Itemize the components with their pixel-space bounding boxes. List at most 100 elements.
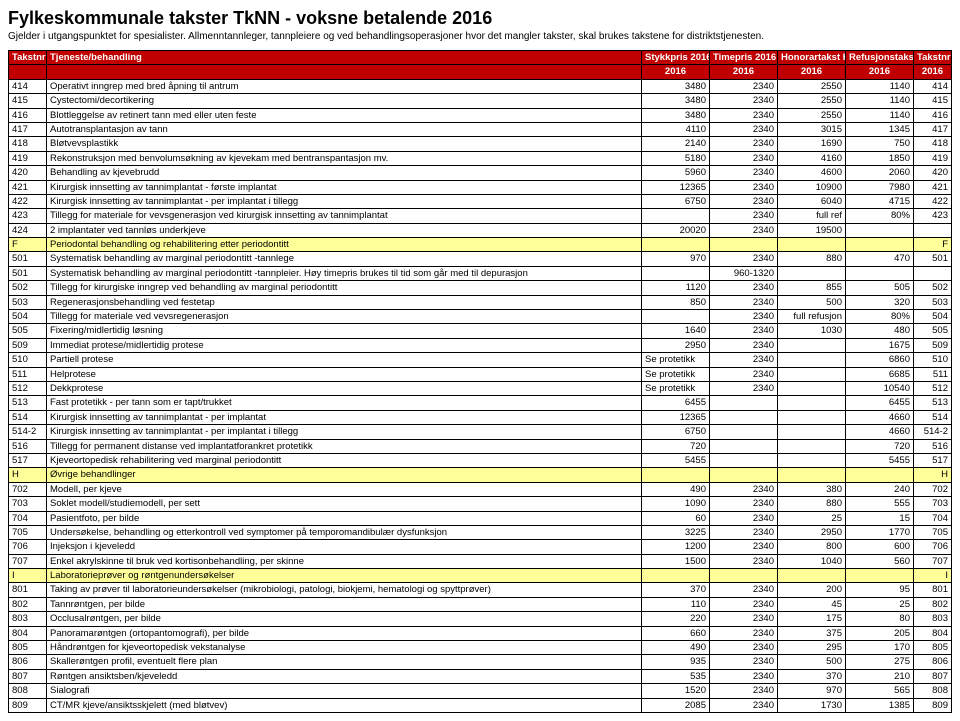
th-takstnr: Takstnr: [9, 51, 47, 65]
table-row: 809CT/MR kjeve/ansiktsskjelett (med bløt…: [9, 698, 952, 712]
cell-desc: Håndrøntgen for kjeveortopedisk vekstana…: [47, 641, 642, 655]
cell-value: 422: [914, 194, 952, 208]
cell-desc: Kjeveortopedisk rehabilitering ved margi…: [47, 453, 642, 467]
cell-value: [642, 238, 710, 252]
cell-value: 2340: [710, 482, 778, 496]
cell-value: 2340: [710, 641, 778, 655]
cell-value: 806: [914, 655, 952, 669]
cell-value: 1120: [642, 281, 710, 295]
cell-value: 512: [914, 381, 952, 395]
cell-takstnr: 419: [9, 151, 47, 165]
cell-desc: Behandling av kjevebrudd: [47, 166, 642, 180]
cell-takstnr: 415: [9, 94, 47, 108]
table-row: 514-2Kirurgisk innsetting av tannimplant…: [9, 425, 952, 439]
cell-desc: Laboratorieprøver og røntgenundersøkelse…: [47, 569, 642, 583]
cell-value: 2085: [642, 698, 710, 712]
cell-takstnr: F: [9, 238, 47, 252]
cell-value: 750: [846, 137, 914, 151]
cell-value: 2340: [710, 295, 778, 309]
cell-value: 2340: [710, 180, 778, 194]
cell-value: 2340: [710, 166, 778, 180]
table-row: 706Injeksjon i kjeveledd1200234080060070…: [9, 540, 952, 554]
table-row: 415Cystectomi/decortikering3480234025501…: [9, 94, 952, 108]
cell-value: 2340: [710, 597, 778, 611]
cell-desc: Soklet modell/studiemodell, per sett: [47, 497, 642, 511]
cell-value: 720: [642, 439, 710, 453]
cell-value: 12365: [642, 410, 710, 424]
cell-value: 960-1320: [710, 266, 778, 280]
cell-value: full refusjon: [778, 310, 846, 324]
cell-value: 2340: [710, 540, 778, 554]
cell-desc: Tannrøntgen, per bilde: [47, 597, 642, 611]
cell-desc: Immediat protese/midlertidig protese: [47, 338, 642, 352]
cell-desc: Modell, per kjeve: [47, 482, 642, 496]
th-honorar: Honorartakst HELFO: [778, 51, 846, 65]
cell-value: Se protetikk: [642, 353, 710, 367]
cell-value: 2140: [642, 137, 710, 151]
cell-desc: 2 implantater ved tannløs underkjeve: [47, 223, 642, 237]
cell-value: 3015: [778, 122, 846, 136]
table-row: 703Soklet modell/studiemodell, per sett1…: [9, 497, 952, 511]
cell-value: 1500: [642, 554, 710, 568]
table-row: HØvrige behandlingerH: [9, 468, 952, 482]
cell-value: 6750: [642, 425, 710, 439]
cell-value: 418: [914, 137, 952, 151]
table-row: 801Taking av prøver til laboratorieunder…: [9, 583, 952, 597]
cell-desc: Dekkprotese: [47, 381, 642, 395]
cell-value: 517: [914, 453, 952, 467]
cell-value: 2340: [710, 79, 778, 93]
cell-takstnr: 502: [9, 281, 47, 295]
cell-value: 110: [642, 597, 710, 611]
cell-value: 516: [914, 439, 952, 453]
table-row: FPeriodontal behandling og rehabiliterin…: [9, 238, 952, 252]
table-row: 808Sialografi15202340970565808: [9, 684, 952, 698]
cell-value: I: [914, 569, 952, 583]
cell-takstnr: 705: [9, 525, 47, 539]
cell-value: 490: [642, 482, 710, 496]
cell-value: 2340: [710, 108, 778, 122]
cell-value: 7980: [846, 180, 914, 194]
cell-value: H: [914, 468, 952, 482]
table-row: 501Systematisk behandling av marginal pe…: [9, 266, 952, 280]
cell-value: 1850: [846, 151, 914, 165]
cell-value: 807: [914, 669, 952, 683]
table-row: 416Blottleggelse av retinert tann med el…: [9, 108, 952, 122]
cell-value: 880: [778, 252, 846, 266]
cell-value: 850: [642, 295, 710, 309]
table-row: I Laboratorieprøver og røntgenundersøkels…: [9, 569, 952, 583]
cell-takstnr: 420: [9, 166, 47, 180]
cell-value: 702: [914, 482, 952, 496]
cell-value: Se protetikk: [642, 367, 710, 381]
table-row: 511HelproteseSe protetikk23406685511: [9, 367, 952, 381]
cell-desc: Blottleggelse av retinert tann med eller…: [47, 108, 642, 122]
cell-value: 6750: [642, 194, 710, 208]
cell-value: 3480: [642, 108, 710, 122]
cell-value: 560: [846, 554, 914, 568]
cell-value: 421: [914, 180, 952, 194]
cell-takstnr: 805: [9, 641, 47, 655]
cell-value: 2550: [778, 108, 846, 122]
cell-value: [710, 410, 778, 424]
cell-value: [778, 410, 846, 424]
cell-desc: Autotransplantasjon av tann: [47, 122, 642, 136]
cell-takstnr: 806: [9, 655, 47, 669]
cell-value: 414: [914, 79, 952, 93]
cell-value: 10540: [846, 381, 914, 395]
cell-takstnr: 416: [9, 108, 47, 122]
cell-value: 720: [846, 439, 914, 453]
cell-takstnr: 503: [9, 295, 47, 309]
cell-value: [642, 468, 710, 482]
page-title: Fylkeskommunale takster TkNN - voksne be…: [8, 8, 952, 29]
cell-desc: Tillegg for kirurgiske inngrep ved behan…: [47, 281, 642, 295]
cell-desc: Kirurgisk innsetting av tannimplantat - …: [47, 410, 642, 424]
cell-value: F: [914, 238, 952, 252]
cell-value: 706: [914, 540, 952, 554]
table-row: 421Kirurgisk innsetting av tannimplantat…: [9, 180, 952, 194]
table-row: 806Skallerøntgen profil, eventuelt flere…: [9, 655, 952, 669]
cell-value: 6040: [778, 194, 846, 208]
cell-value: 801: [914, 583, 952, 597]
cell-takstnr: 512: [9, 381, 47, 395]
cell-desc: Sialografi: [47, 684, 642, 698]
table-row: 502Tillegg for kirurgiske inngrep ved be…: [9, 281, 952, 295]
cell-desc: CT/MR kjeve/ansiktsskjelett (med bløtvev…: [47, 698, 642, 712]
